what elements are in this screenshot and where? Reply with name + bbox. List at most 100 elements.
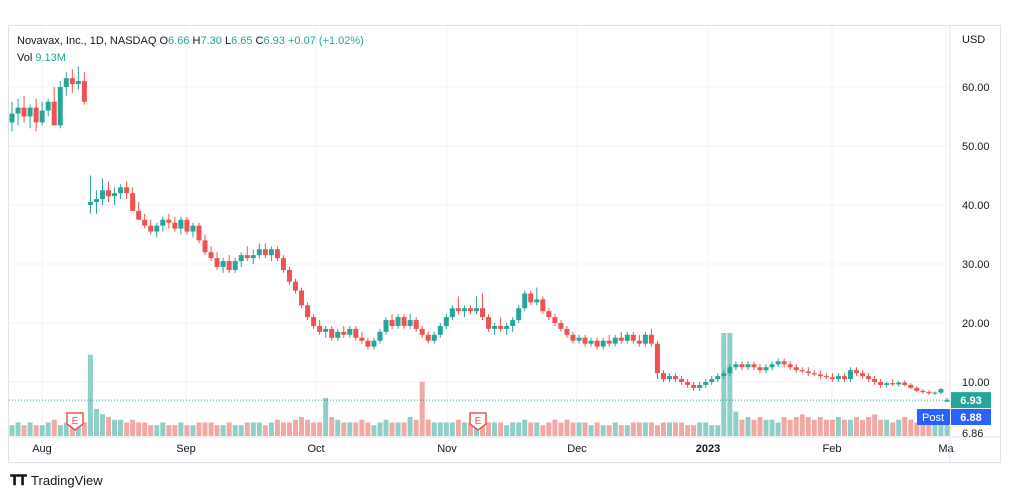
x-tick-label: Feb [823,443,842,455]
candle-body [606,340,612,344]
volume-bar [293,419,299,436]
candle-body [570,334,576,341]
volume-bar [431,422,437,436]
candle-body [437,325,443,335]
volume-bar [413,419,419,436]
candle-body [860,373,866,377]
volume-bar [546,422,552,436]
legend-symbol: Novavax, Inc., 1D, NASDAQ [17,35,157,47]
volume-bar [238,425,244,436]
volume-bar [299,417,305,436]
volume-bar [606,425,612,436]
volume-bar [57,425,63,436]
volume-bar [745,417,751,436]
candle-body [775,361,781,365]
candle-body [685,382,691,385]
candle-body [341,331,347,335]
volume-bar [739,419,745,436]
earnings-marker-icon[interactable] [469,412,487,431]
volume-bar [727,333,733,436]
candle-body [262,249,268,256]
volume-bar [890,422,896,436]
candle-body [335,331,341,338]
volume-bar [642,422,648,436]
candle-body [564,328,570,335]
volume-bar [184,425,190,436]
volume-bar [214,425,220,436]
volume-bar [896,419,902,436]
volume-bar [938,422,944,436]
candle-body [413,320,419,329]
candle-body [528,293,534,303]
candle-body [697,384,703,388]
candle-body [841,376,847,380]
volume-bar [612,422,618,436]
volume-label: Vol [17,52,33,64]
tradingview-logo[interactable]: 𝐓𝐓 TradingView [10,472,103,489]
candle-body [805,371,811,374]
candle-body [558,323,564,329]
candle-body [299,290,305,306]
volume-bar [467,422,473,436]
volume-bar [932,422,938,436]
candle-body [75,81,81,85]
volume-bar [124,422,130,436]
volume-bar [311,422,317,436]
currency-label: USD [962,34,986,46]
volume-bar [268,422,274,436]
volume-bar [130,419,136,436]
candle-body [473,308,479,312]
volume-bar [854,417,860,436]
x-tick-label: Dec [567,443,587,455]
volume-bar [552,419,558,436]
volume-bar [81,422,87,436]
candle-body [274,249,280,259]
candle-body [359,337,365,341]
volume-bar [99,414,105,436]
candle-body [709,379,715,382]
earnings-marker-label: E [72,416,79,427]
y-tick-label: 20.00 [962,318,990,330]
volume-bar [697,422,703,436]
volume-bar [781,417,787,436]
volume-bar [715,425,721,436]
last-price-tag-text: 6.93 [960,395,981,407]
partial-price-label: 6.86 [962,428,983,440]
volume-bar [341,422,347,436]
volume-bar [226,422,232,436]
volume-bar [377,422,383,436]
volume-bar [757,417,763,436]
volume-bar [389,422,395,436]
candle-body [522,293,528,309]
candle-body [516,308,522,321]
candle-body [353,328,359,338]
volume-bar [93,408,99,436]
volume-bar [335,419,341,436]
volume-legend: Vol 9.13M [17,52,66,64]
earnings-marker-icon[interactable] [66,412,84,431]
legend-high-label: H [192,35,201,47]
candle-body [660,373,666,380]
volume-bar [884,419,890,436]
candle-body [214,258,220,267]
candle-body [703,382,709,385]
candle-body [238,255,244,262]
volume-bar [522,419,528,436]
candle-body [781,361,787,365]
legend-low-value: 6.65 [231,35,253,47]
x-tick-label: Sep [176,443,196,455]
candle-body [492,325,498,329]
volume-bar [805,417,811,436]
volume-bar [624,425,630,436]
volume-bar [636,422,642,436]
candle-body [467,308,473,312]
candle-body [81,81,87,102]
candle-body [552,317,558,323]
volume-bar [667,422,673,436]
candle-body [932,392,938,394]
volume-bar [841,419,847,436]
candle-body [196,225,202,241]
candle-body [534,299,540,303]
candle-body [799,370,805,372]
